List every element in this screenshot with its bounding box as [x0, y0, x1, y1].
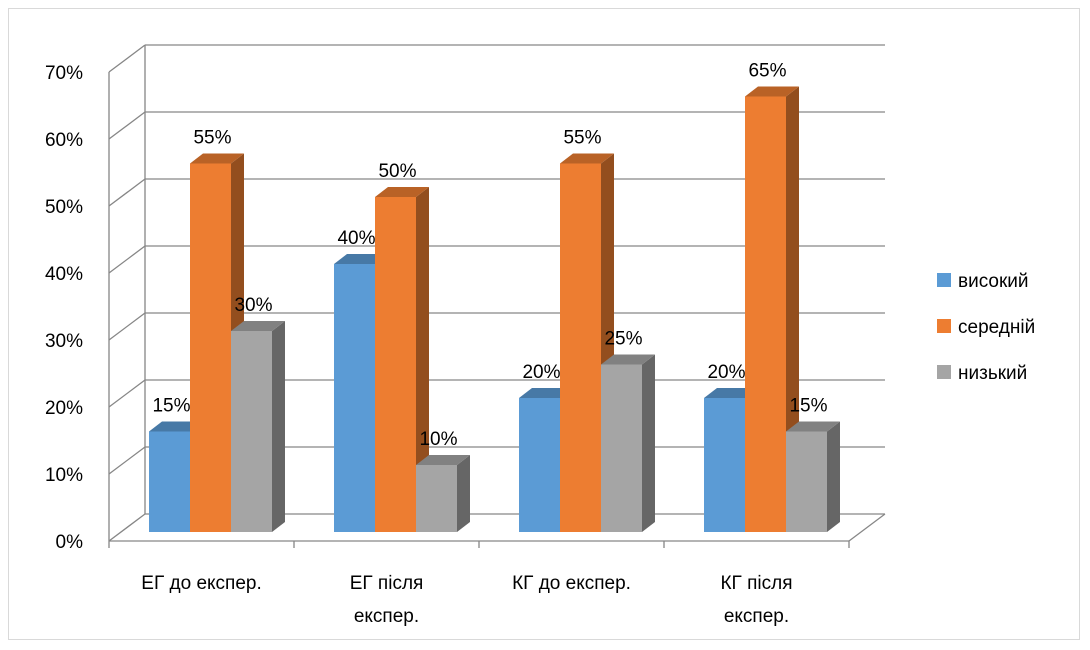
bar — [560, 153, 614, 532]
data-label: 30% — [234, 295, 272, 316]
y-tick-label: 60% — [45, 130, 83, 151]
bar-front — [334, 264, 375, 532]
legend: високий середній низький — [937, 271, 1035, 384]
bar-top — [704, 388, 758, 398]
bar-top — [601, 354, 655, 365]
bar-top — [231, 321, 285, 331]
bar-chart: 0%10%20%30%40%50%60%70% 15%55%30%40%50%1… — [45, 44, 1035, 627]
gridline-side — [108, 446, 146, 475]
legend-item: середній — [937, 317, 1035, 338]
legend-label: низький — [958, 363, 1027, 384]
gridline-side — [108, 44, 146, 73]
bar-front — [786, 431, 827, 532]
data-label: 65% — [748, 61, 786, 82]
category-label: експер. — [724, 606, 789, 627]
gridline-side — [108, 379, 146, 408]
y-axis-ticks: 0% 10% 20% 30% 40% 50% 60% 70% — [45, 63, 83, 553]
bar-side — [272, 321, 285, 532]
y-tick-label: 40% — [45, 264, 83, 285]
category-label: ЕГ до експер. — [141, 573, 261, 594]
bar-front — [704, 398, 745, 532]
category-label: експер. — [354, 606, 419, 627]
y-tick-label: 30% — [45, 331, 83, 352]
bar — [786, 421, 840, 532]
bar-top — [375, 187, 429, 197]
chart-walls — [108, 45, 886, 548]
gridline-side — [108, 312, 146, 341]
chart-frame: 0% 10% 20% 30% 40% 50% 60% 70% 15% 55% 30% 40% 50% 1… — [8, 8, 1080, 640]
bar-front — [560, 163, 601, 532]
bar-front — [375, 197, 416, 532]
gridline-side — [108, 245, 146, 274]
category-label: КГ до експер. — [512, 573, 631, 594]
bars — [149, 86, 840, 532]
bar-top — [416, 455, 470, 465]
bar-side — [416, 187, 429, 532]
bar-top — [190, 153, 244, 164]
data-label: 55% — [563, 128, 601, 149]
bar-front — [745, 96, 786, 532]
y-tick-label: 10% — [45, 465, 83, 486]
bar-top — [786, 421, 840, 432]
data-label: 20% — [707, 362, 745, 383]
bar-side — [642, 354, 655, 532]
gridline-side — [108, 178, 146, 207]
bar-front — [190, 163, 231, 532]
bar-front — [231, 331, 272, 532]
data-label: 20% — [522, 362, 560, 383]
legend-label: середній — [958, 317, 1035, 338]
data-label: 55% — [193, 128, 231, 149]
bar — [745, 86, 799, 532]
legend-swatch — [937, 273, 951, 287]
bar — [416, 455, 470, 532]
data-label: 50% — [378, 161, 416, 182]
bar-top — [560, 153, 614, 164]
data-label: 10% — [419, 429, 457, 450]
bar — [231, 321, 285, 532]
bar-top — [519, 388, 573, 398]
category-label: ЕГ після — [350, 573, 424, 594]
bar-front — [601, 364, 642, 532]
y-tick-label: 70% — [45, 63, 83, 84]
y-tick-label: 20% — [45, 398, 83, 419]
legend-swatch — [937, 319, 951, 333]
legend-item: високий — [937, 271, 1029, 292]
data-label: 25% — [604, 329, 642, 350]
bar — [375, 187, 429, 532]
legend-item: низький — [937, 363, 1027, 384]
gridline-side — [108, 513, 146, 542]
floor-edge — [848, 513, 886, 542]
bar-front — [519, 398, 560, 532]
gridline-side — [108, 111, 146, 140]
data-label: 40% — [337, 228, 375, 249]
category-label: КГ після — [720, 573, 792, 594]
bar-top — [149, 421, 203, 432]
bar-front — [149, 431, 190, 532]
x-axis-categories: ЕГ до експер. ЕГ після експер. КГ до експер… — [141, 573, 792, 627]
legend-label: високий — [958, 271, 1029, 292]
y-tick-label: 0% — [56, 532, 84, 553]
data-labels: 15% 55% 30% 40% 50% 10% 20% 55% 25% 20% 65% 15% — [152, 61, 827, 451]
data-label: 15% — [789, 396, 827, 417]
bar-side — [457, 455, 470, 532]
bar — [601, 354, 655, 532]
legend-swatch — [937, 365, 951, 379]
bar-side — [786, 86, 799, 532]
bar-front — [416, 465, 457, 532]
y-tick-label: 50% — [45, 197, 83, 218]
bar-top — [334, 254, 388, 264]
bar-top — [745, 86, 799, 97]
data-label: 15% — [152, 396, 190, 417]
bar-side — [827, 421, 840, 532]
